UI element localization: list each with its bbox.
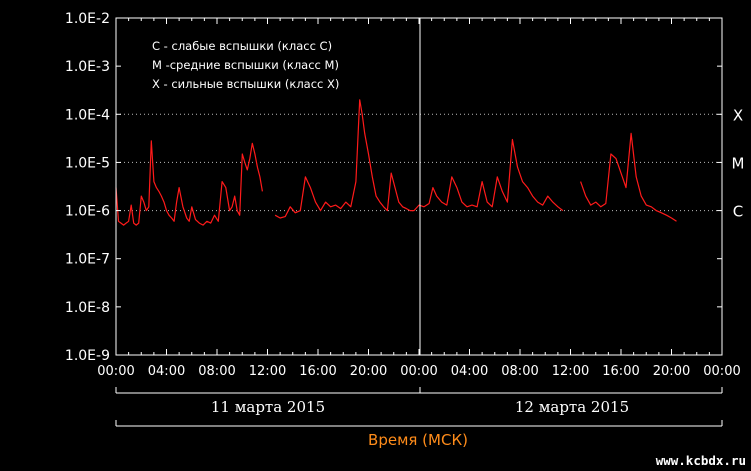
x-tick-label: 04:00 xyxy=(451,364,488,379)
watermark: www.kcbdx.ru xyxy=(656,453,746,468)
x-tick-label: 08:00 xyxy=(501,364,538,379)
y-axis: 1.0E-2 1.0E-3 1.0E-4 1.0E-5 1.0E-6 1.0E-7 1.0E… xyxy=(65,11,722,364)
flux-series-line xyxy=(115,140,263,226)
x-tick-label: 12:00 xyxy=(552,364,589,379)
x-tick-label: 00:00 xyxy=(703,364,740,379)
x-tick-label: 00:00 xyxy=(400,364,437,379)
y-tick-label: 1.0E-3 xyxy=(65,59,110,75)
x-tick-label: 00:00 xyxy=(97,364,134,379)
x-tick-label: 04:00 xyxy=(148,364,185,379)
x-tick-label: 20:00 xyxy=(653,364,690,379)
y-tick-label: 1.0E-5 xyxy=(65,155,110,171)
y-tick-label: 1.0E-7 xyxy=(65,252,110,268)
y-tick-label: 1.0E-4 xyxy=(65,107,110,123)
x-tick-label: 16:00 xyxy=(299,364,336,379)
x-tick-label: 16:00 xyxy=(602,364,639,379)
class-label-x: X xyxy=(733,106,743,124)
date-scales: 11 марта 2015 12 марта 2015 Время (МСК) xyxy=(115,387,723,449)
date-label-day2: 12 марта 2015 xyxy=(515,398,629,416)
class-label-c: C xyxy=(733,203,743,221)
y-tick-label: 1.0E-6 xyxy=(65,204,110,220)
flux-series-line xyxy=(274,99,564,219)
legend-entry-m: M -средние вспышки (класс M) xyxy=(152,58,339,72)
y-tick-label: 1.0E-8 xyxy=(65,300,110,316)
y-tick-label: 1.0E-2 xyxy=(65,11,110,27)
x-axis-title: Время (МСК) xyxy=(368,431,468,449)
x-tick-label: 12:00 xyxy=(249,364,286,379)
grid-layer xyxy=(116,113,722,212)
y-tick-label: 1.0E-9 xyxy=(65,348,110,364)
x-tick-label: 20:00 xyxy=(350,364,387,379)
class-label-m: M xyxy=(732,154,745,172)
x-axis: 00:00 04:00 08:00 12:00 16:00 20:00 00:00 04:00… xyxy=(97,18,741,379)
flux-series-line xyxy=(580,132,677,222)
legend-entry-x: X - сильные вспышки (класс X) xyxy=(152,77,339,91)
series-layer xyxy=(115,99,677,226)
legend: C - слабые вспышки (класс C) M -средние … xyxy=(152,39,339,91)
date-label-day1: 11 марта 2015 xyxy=(211,398,325,416)
flare-class-labels: X M C xyxy=(732,106,745,220)
legend-entry-c: C - слабые вспышки (класс C) xyxy=(152,39,332,53)
x-tick-label: 08:00 xyxy=(198,364,235,379)
